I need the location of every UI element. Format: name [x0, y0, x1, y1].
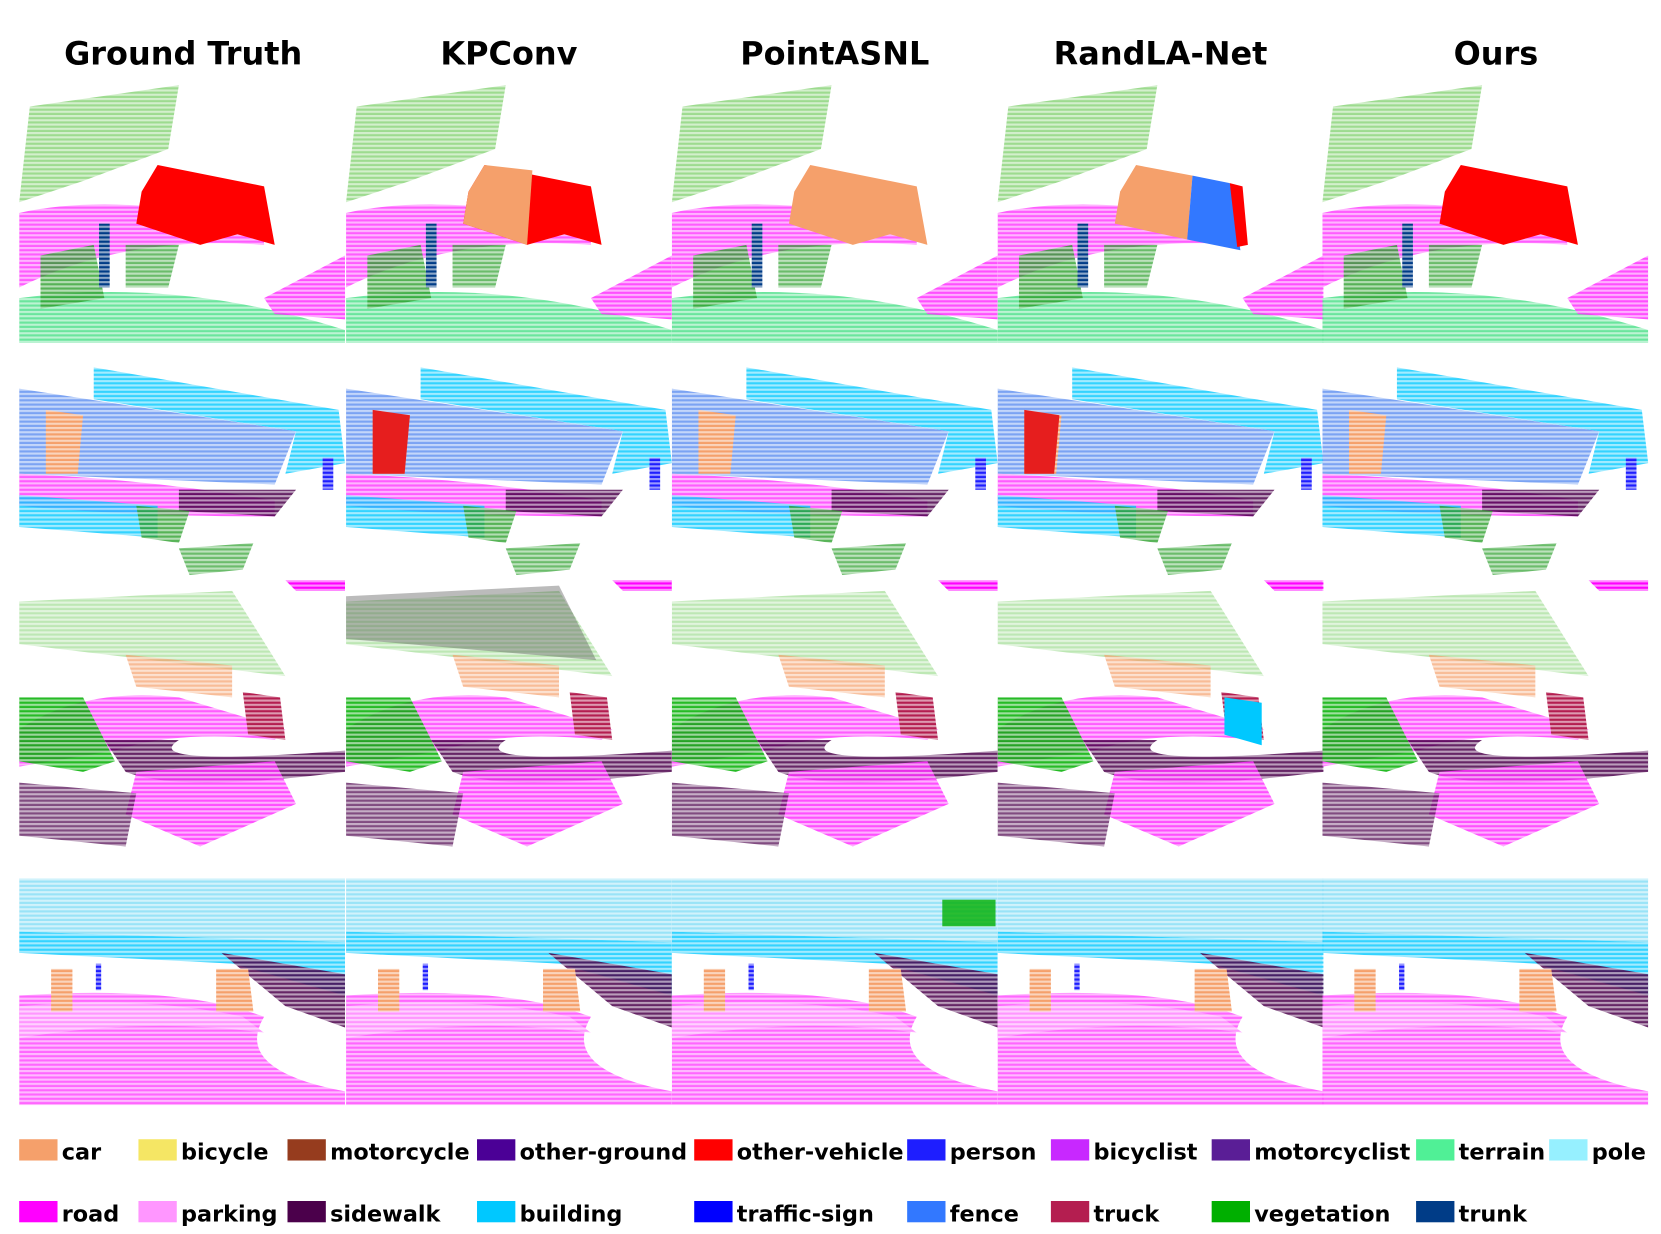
car-segment	[463, 165, 533, 245]
legend-label: trunk	[1459, 1201, 1529, 1227]
legend-swatch	[1416, 1200, 1455, 1223]
panels	[19, 85, 1649, 1106]
mislabel	[346, 585, 597, 661]
legend-swatch	[1050, 1200, 1090, 1223]
row-2	[19, 367, 1649, 581]
point-cloud	[19, 878, 345, 1106]
legend-label: other-vehicle	[737, 1140, 904, 1166]
point-cloud	[346, 878, 672, 1106]
legend-swatch	[287, 1200, 326, 1223]
legend-label: car	[62, 1140, 101, 1166]
point-cloud	[19, 580, 345, 852]
legend-item: vegetation	[1211, 1200, 1390, 1227]
legend-label: building	[520, 1201, 623, 1227]
column-header: Ground Truth	[64, 34, 302, 72]
legend-item: traffic-sign	[694, 1200, 874, 1227]
legend-item: building	[477, 1200, 623, 1227]
legend-label: bicycle	[181, 1140, 269, 1166]
legend-label: bicyclist	[1093, 1140, 1197, 1166]
legend-item: motorcycle	[287, 1139, 470, 1166]
legend-swatch	[19, 1200, 58, 1223]
legend-label: person	[950, 1140, 1037, 1166]
point-cloud	[671, 367, 998, 581]
row-1	[19, 85, 1649, 343]
legend-swatch	[477, 1200, 516, 1223]
legend-swatch	[1549, 1139, 1588, 1161]
legend-swatch	[138, 1139, 177, 1161]
point-cloud	[997, 580, 1324, 852]
legend-swatch	[907, 1139, 946, 1161]
legend-item: car	[19, 1139, 101, 1166]
column-header: Ours	[1454, 34, 1539, 72]
point-cloud	[1322, 580, 1649, 852]
legend-swatch	[694, 1200, 733, 1223]
mislabel	[942, 899, 996, 927]
car-segment	[788, 165, 928, 245]
point-cloud	[19, 367, 345, 581]
legend-item: trunk	[1416, 1200, 1529, 1227]
legend-item: motorcyclist	[1211, 1139, 1411, 1166]
legend-item: bicyclist	[1050, 1139, 1198, 1166]
legend-item: bicycle	[138, 1139, 269, 1166]
legend-item: road	[19, 1200, 119, 1227]
car-segment	[1114, 165, 1193, 240]
legend-label: motorcycle	[330, 1140, 470, 1166]
legend-item: other-vehicle	[694, 1139, 904, 1166]
legend-label: motorcyclist	[1254, 1140, 1410, 1166]
legend-label: traffic-sign	[737, 1201, 874, 1227]
point-cloud	[671, 580, 998, 852]
legend-label: terrain	[1459, 1140, 1546, 1166]
legend-swatch	[1211, 1200, 1250, 1223]
legend-swatch	[138, 1200, 177, 1223]
legend-swatch	[694, 1139, 733, 1161]
legend-label: pole	[1592, 1140, 1646, 1166]
row-3	[19, 580, 1649, 852]
legend-label: sidewalk	[330, 1201, 441, 1227]
point-cloud	[1322, 878, 1649, 1106]
point-cloud	[997, 878, 1324, 1106]
legend-item: sidewalk	[287, 1200, 442, 1227]
legend-label: fence	[950, 1201, 1019, 1227]
mislabel	[1224, 697, 1262, 746]
legend-label: parking	[181, 1201, 278, 1227]
legend-item: truck	[1050, 1200, 1160, 1227]
column-header: RandLA-Net	[1054, 34, 1268, 72]
legend-swatch	[287, 1139, 326, 1161]
row-4	[19, 878, 1649, 1106]
legend-swatch	[1211, 1139, 1250, 1161]
mislabel	[372, 409, 410, 474]
legend-swatch	[907, 1200, 946, 1223]
legend-swatch	[1050, 1139, 1090, 1161]
legend-label: truck	[1093, 1201, 1160, 1227]
legend-item: other-ground	[477, 1139, 688, 1166]
point-cloud	[1322, 367, 1649, 581]
legend-label: other-ground	[520, 1140, 688, 1166]
legend-swatch	[1416, 1139, 1455, 1161]
legend: car bicycle motorcycle other-ground other-ve…	[19, 1139, 1646, 1227]
legend-swatch	[477, 1139, 516, 1161]
legend-item: terrain	[1416, 1139, 1546, 1166]
legend-item: parking	[138, 1200, 278, 1227]
fence-segment	[1187, 175, 1241, 251]
legend-item: fence	[907, 1200, 1019, 1227]
legend-swatch	[19, 1139, 58, 1161]
car-segment	[1229, 183, 1248, 248]
legend-label: vegetation	[1254, 1201, 1390, 1227]
mislabel	[1024, 409, 1060, 474]
headers: Ground Truth KPConv PointASNL RandLA-Net…	[64, 34, 1538, 72]
legend-label: road	[62, 1201, 119, 1227]
column-header: KPConv	[440, 34, 577, 72]
legend-item: person	[907, 1139, 1037, 1166]
legend-item: pole	[1549, 1139, 1646, 1166]
column-header: PointASNL	[740, 34, 929, 72]
